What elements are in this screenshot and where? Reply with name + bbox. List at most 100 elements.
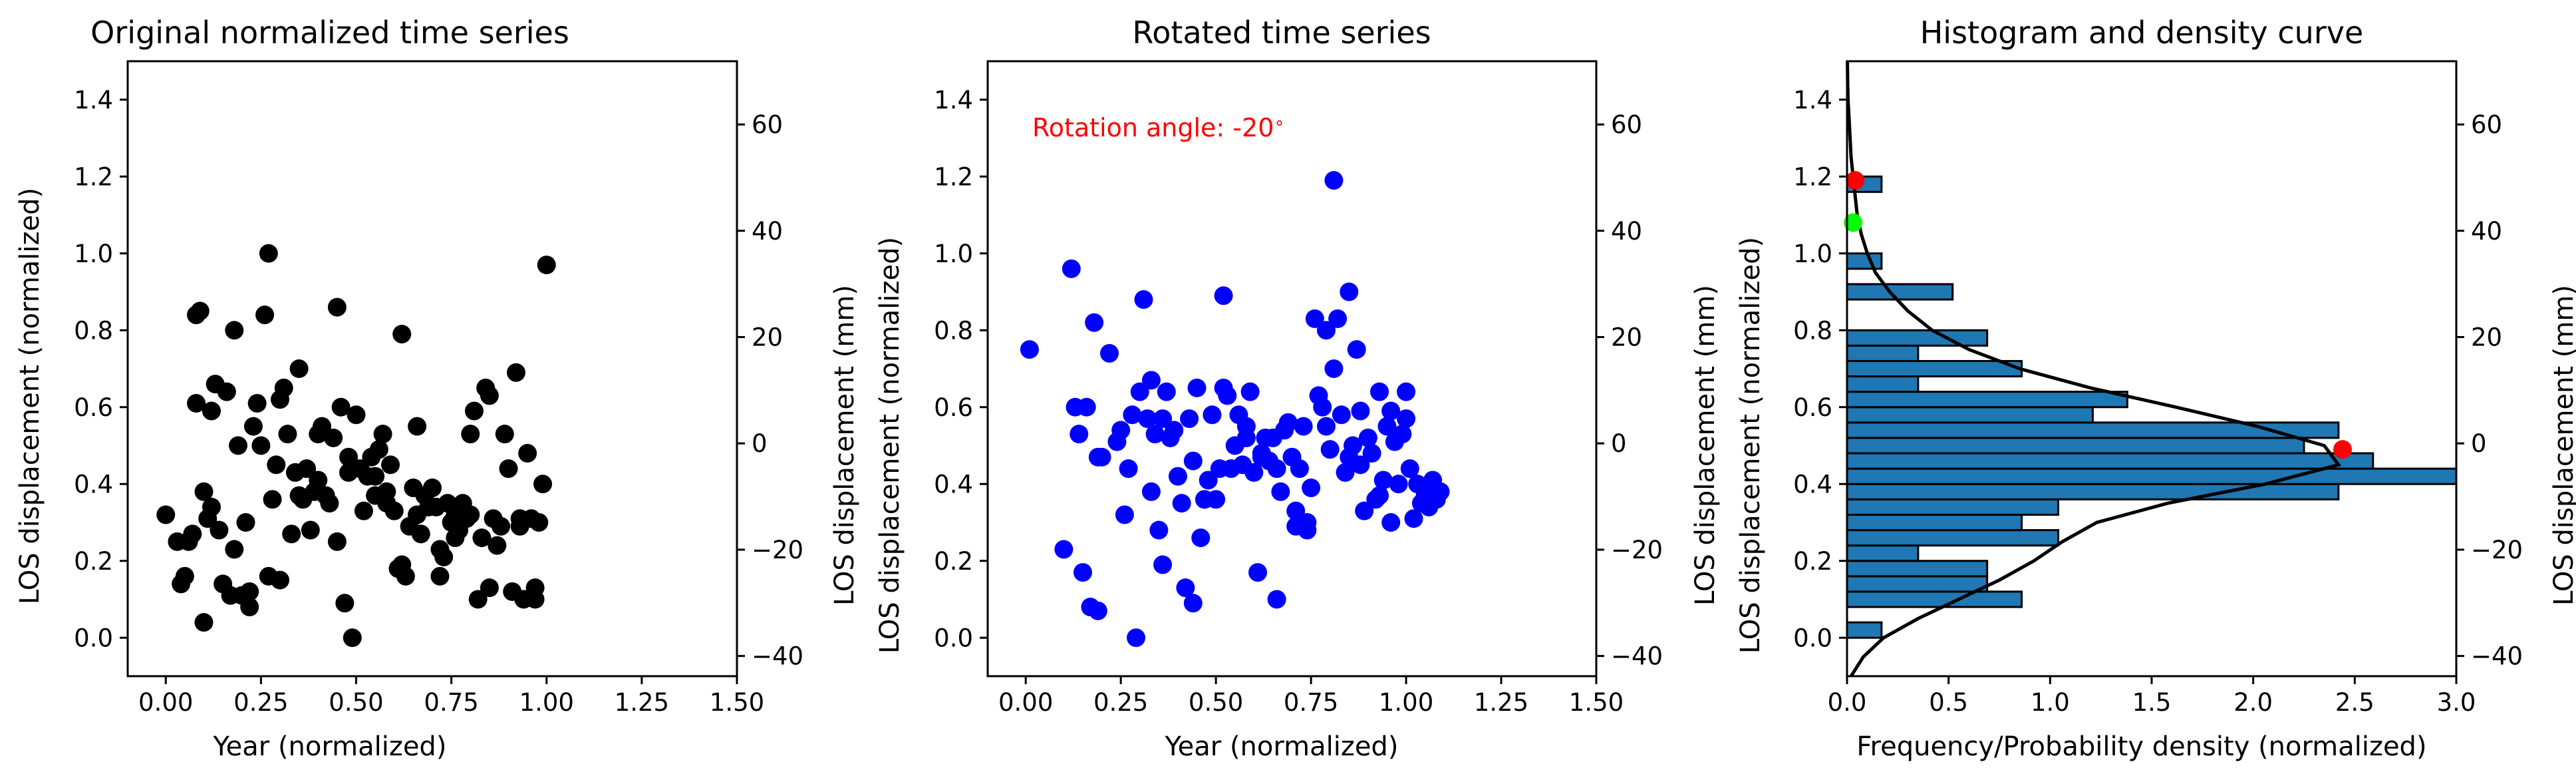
data-point	[510, 516, 529, 536]
chart-title: Original normalized time series	[90, 15, 569, 51]
data-point	[297, 459, 317, 479]
x-tick-label: 1.25	[615, 688, 669, 717]
data-point	[240, 582, 259, 601]
data-point	[446, 528, 465, 548]
y-tick-label: 0.2	[74, 547, 113, 576]
data-point	[225, 540, 244, 559]
data-point	[1180, 409, 1199, 429]
degree-symbol: ∘	[1274, 113, 1284, 133]
data-point	[282, 524, 301, 544]
y-right-tick-label: 20	[752, 323, 783, 351]
x-tick-label: 0.00	[138, 688, 193, 717]
y-axis-label: LOS displacement (normalized)	[1735, 237, 1766, 654]
data-point	[1316, 321, 1336, 340]
data-point	[1302, 479, 1321, 498]
data-point	[210, 520, 229, 540]
histogram-bar	[1846, 329, 1989, 347]
data-point	[499, 459, 518, 479]
y-tick-label: 0.0	[1793, 624, 1832, 652]
marker-point	[2333, 440, 2353, 459]
data-point	[183, 524, 202, 544]
data-point	[1340, 282, 1359, 301]
data-point	[1127, 628, 1146, 648]
data-point	[1153, 409, 1173, 429]
data-point	[301, 520, 320, 540]
y-right-tick-label: 0	[1611, 429, 1627, 458]
data-point	[468, 590, 488, 609]
data-point	[175, 566, 194, 586]
y-right-tick-label: −40	[2471, 642, 2523, 671]
data-point	[1370, 382, 1389, 401]
data-point	[492, 516, 511, 536]
y-axis-label-right: LOS displacement (mm)	[829, 285, 860, 606]
histogram-bar	[1846, 483, 2340, 500]
panel-rotated-time-series: Rotated time series Year (normalized) LO…	[875, 15, 1721, 762]
data-point	[1362, 444, 1381, 463]
data-point	[1389, 475, 1408, 494]
histogram-bar	[1846, 590, 2023, 608]
data-point	[1397, 409, 1416, 429]
data-point	[1290, 459, 1309, 479]
data-point	[529, 513, 549, 532]
data-point	[1145, 425, 1165, 444]
y-tick-label: 1.4	[934, 86, 973, 114]
y-axis-label: LOS displacement (normalized)	[875, 237, 905, 654]
histogram-bar	[1846, 544, 1920, 562]
data-point	[194, 482, 214, 501]
data-point	[1332, 405, 1351, 425]
data-point	[408, 417, 427, 436]
data-point	[373, 425, 392, 444]
data-point	[366, 467, 385, 486]
data-point	[1252, 447, 1271, 467]
data-point	[194, 613, 214, 632]
data-point	[411, 524, 430, 544]
data-point	[1373, 471, 1393, 490]
data-point	[1244, 463, 1264, 482]
data-point	[1214, 378, 1233, 397]
data-point	[1073, 563, 1092, 582]
data-point	[1176, 578, 1195, 598]
x-tick-label: 0.00	[998, 688, 1053, 717]
histogram-bar	[1846, 513, 2023, 532]
data-point	[430, 566, 450, 586]
y-right-tick-label: −40	[1611, 642, 1663, 671]
data-point	[1351, 401, 1370, 421]
data-point	[392, 555, 412, 574]
histogram-bar	[1846, 437, 2305, 455]
y-tick-label: 0.8	[1793, 316, 1832, 345]
data-point	[1236, 428, 1256, 447]
data-point	[472, 528, 492, 548]
data-point	[1165, 421, 1184, 440]
data-point	[1381, 401, 1401, 421]
data-point	[1320, 440, 1340, 459]
data-point	[381, 455, 400, 475]
data-point	[1149, 520, 1169, 540]
panel-histogram-density: Histogram and density curve Frequency/Pr…	[1735, 15, 2576, 762]
data-point	[1347, 340, 1366, 359]
data-point	[525, 590, 545, 609]
y-tick-label: 0.0	[74, 624, 113, 652]
y-tick-label: 0.4	[1793, 470, 1832, 498]
y-right-tick-label: 60	[1611, 110, 1642, 139]
x-tick-label: 0.75	[424, 688, 478, 717]
data-point	[263, 490, 282, 509]
data-point	[392, 325, 412, 344]
data-point	[506, 363, 525, 382]
histogram-bar	[1846, 560, 1989, 578]
data-point	[217, 382, 236, 401]
plot-frame	[986, 60, 1598, 678]
x-axis-label: Year (normalized)	[213, 731, 447, 762]
data-point	[190, 301, 210, 321]
data-point	[480, 578, 499, 598]
data-point	[1100, 343, 1119, 363]
histogram-bar	[1846, 359, 2023, 378]
y-tick-label: 1.4	[74, 86, 113, 114]
data-point	[202, 497, 221, 516]
y-right-tick-label: 40	[2471, 217, 2502, 246]
y-tick-label: 1.4	[1793, 86, 1832, 114]
y-right-tick-label: 0	[2471, 429, 2487, 458]
data-point	[1298, 520, 1317, 540]
y-right-tick-label: 60	[752, 110, 783, 139]
x-tick-label: 0.75	[1284, 688, 1338, 717]
y-tick-label: 0.2	[934, 547, 973, 576]
